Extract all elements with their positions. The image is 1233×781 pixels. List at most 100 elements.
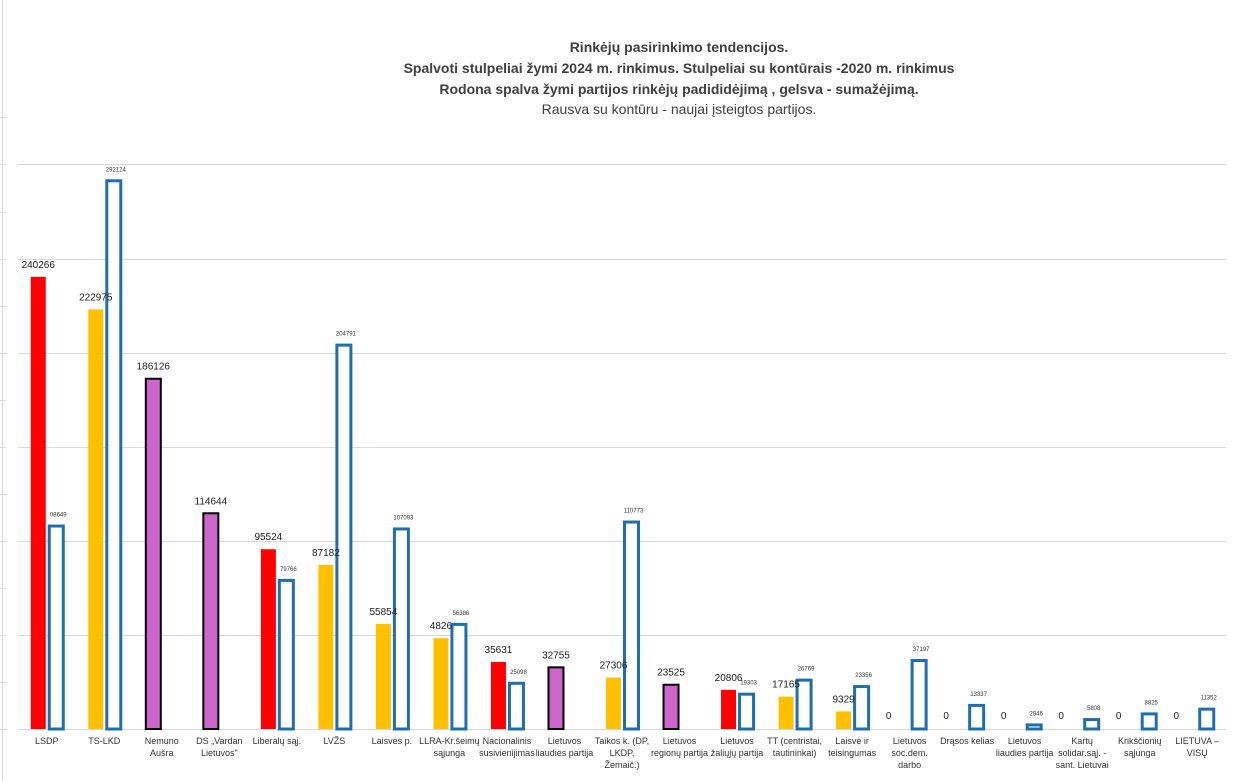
bar-2020 bbox=[107, 181, 121, 729]
bar-2024 bbox=[203, 513, 218, 729]
bar-2020 bbox=[337, 345, 351, 729]
category-label: Drąsos kelias bbox=[940, 736, 995, 746]
bar-2024 bbox=[376, 624, 391, 729]
value-label-2020: 08649 bbox=[50, 513, 67, 519]
value-label-2024: 35631 bbox=[485, 645, 513, 656]
chart: 2402660864922297529212418612611464495524… bbox=[0, 0, 1233, 781]
value-label-2020: 2946 bbox=[1029, 711, 1043, 717]
value-label-2024: 222975 bbox=[79, 292, 113, 303]
category-label-line: susivienijimas bbox=[479, 748, 535, 758]
category-label-line: DS „Vardan bbox=[196, 736, 242, 746]
value-label-2024: 240266 bbox=[22, 260, 56, 271]
category-label: LVŽS bbox=[323, 736, 345, 746]
bar-2024 bbox=[606, 678, 621, 729]
bar-2020 bbox=[1027, 725, 1041, 729]
category-label-line: tautininkai) bbox=[773, 748, 817, 758]
category-label: TS-LKD bbox=[88, 736, 121, 746]
bar-2024 bbox=[31, 277, 46, 729]
category-label-line: LKDP, bbox=[610, 748, 635, 758]
bar-2020 bbox=[740, 694, 754, 729]
category-label-line: Lietuvos bbox=[720, 736, 754, 746]
value-label-2024: 23525 bbox=[657, 668, 685, 679]
category-label-line: liaudies partija bbox=[536, 748, 594, 758]
category-label-line: soc.dem. bbox=[891, 748, 928, 758]
bar-2024 bbox=[664, 685, 679, 729]
category-label: Laisvės p. bbox=[372, 736, 413, 746]
category-label-line: Lietuvos bbox=[1008, 736, 1042, 746]
bar-2020 bbox=[279, 580, 293, 729]
category-label-line: LVŽS bbox=[323, 736, 345, 746]
value-label-2024: 95524 bbox=[254, 532, 282, 543]
category-label-line: Nemuno bbox=[145, 736, 179, 746]
category-label-line: Laisvė ir bbox=[835, 736, 869, 746]
title-line-4: Rausva su kontūru - naujai įsteigtos par… bbox=[542, 101, 817, 117]
bar-2024 bbox=[779, 697, 794, 729]
value-label-2020: 25098 bbox=[510, 670, 527, 676]
category-label-line: liaudies partija bbox=[996, 748, 1054, 758]
value-label-2024: 20806 bbox=[715, 673, 743, 684]
category-label: Liberalų sąj. bbox=[253, 736, 302, 746]
category-label-line: solidar.sąj. - bbox=[1058, 748, 1106, 758]
value-label-2020: 292124 bbox=[106, 167, 127, 173]
value-label-2020: 204791 bbox=[336, 332, 357, 338]
category-label-line: darbo bbox=[898, 760, 921, 770]
bar-2024 bbox=[721, 690, 736, 729]
value-label-2024: 55854 bbox=[369, 607, 397, 618]
value-label-2020: 107093 bbox=[393, 515, 414, 521]
value-label-2020: 11352 bbox=[1201, 696, 1218, 702]
bar-2020 bbox=[970, 705, 984, 729]
value-label-2024: 32755 bbox=[542, 650, 570, 661]
bar-2020 bbox=[394, 529, 408, 729]
category-label-line: Žemaič.) bbox=[604, 760, 639, 770]
value-label-2024: 0 bbox=[1173, 711, 1179, 722]
category-label-line: Laisvės p. bbox=[372, 736, 413, 746]
bar-2020 bbox=[1200, 709, 1214, 729]
value-label-2020: 13337 bbox=[970, 692, 987, 698]
value-label-2024: 0 bbox=[886, 711, 892, 722]
category-label-line: sąjunga bbox=[1124, 748, 1156, 758]
value-label-2020: 37197 bbox=[913, 647, 930, 653]
value-label-2020: 26769 bbox=[798, 667, 815, 673]
value-label-2024: 0 bbox=[943, 711, 949, 722]
value-label-2024: 17165 bbox=[772, 680, 800, 691]
category-label-line: TT (centristai, bbox=[767, 736, 822, 746]
category-label-line: Taikos k. (DP, bbox=[595, 736, 649, 746]
bar-2020 bbox=[855, 687, 869, 729]
category-label-line: Nacionalinis bbox=[483, 736, 532, 746]
category-label-line: VISŲ bbox=[1187, 748, 1208, 758]
category-label-line: sant. Lietuvai bbox=[1056, 760, 1109, 770]
category-label-line: Lietuvos bbox=[548, 736, 582, 746]
category-label-line: Drąsos kelias bbox=[940, 736, 995, 746]
value-label-2020: 110773 bbox=[624, 509, 644, 515]
value-label-2020: 5808 bbox=[1087, 706, 1101, 712]
category-label-line: žaliųjų partija bbox=[711, 748, 764, 758]
category-label-line: LLRA-Kr.šeimų bbox=[419, 736, 480, 746]
bar-2024 bbox=[88, 309, 103, 729]
bar-2024 bbox=[548, 667, 563, 729]
category-label: LSDP bbox=[35, 736, 59, 746]
value-label-2020: 23356 bbox=[855, 673, 872, 679]
bar-2024 bbox=[318, 565, 333, 729]
bar-2020 bbox=[1085, 720, 1099, 729]
value-label-2024: 27306 bbox=[600, 661, 628, 672]
category-label-line: Krikščionių bbox=[1118, 736, 1162, 746]
value-label-2024: 4826 bbox=[430, 621, 453, 632]
category-label-line: sąjunga bbox=[434, 748, 466, 758]
value-label-2024: 186126 bbox=[137, 362, 171, 373]
category-label-line: LSDP bbox=[35, 736, 59, 746]
category-label-line: Liberalų sąj. bbox=[253, 736, 302, 746]
category-label-line: TS-LKD bbox=[88, 736, 121, 746]
value-label-2020: 19303 bbox=[740, 681, 757, 687]
value-label-2024: 87182 bbox=[312, 548, 340, 559]
value-label-2024: 0 bbox=[1116, 711, 1122, 722]
category-label-line: Aušra bbox=[150, 748, 174, 758]
value-label-2024: 0 bbox=[1001, 711, 1007, 722]
value-label-2024: 0 bbox=[1058, 711, 1064, 722]
value-label-2020: 56386 bbox=[453, 611, 470, 617]
category-label-line: LIETUVA – bbox=[1175, 736, 1219, 746]
value-label-2020: 79766 bbox=[280, 567, 297, 573]
bar-2020 bbox=[912, 661, 926, 729]
bar-2020 bbox=[452, 624, 466, 729]
bar-2020 bbox=[1142, 714, 1156, 729]
category-label-line: Lietuvos bbox=[663, 736, 697, 746]
